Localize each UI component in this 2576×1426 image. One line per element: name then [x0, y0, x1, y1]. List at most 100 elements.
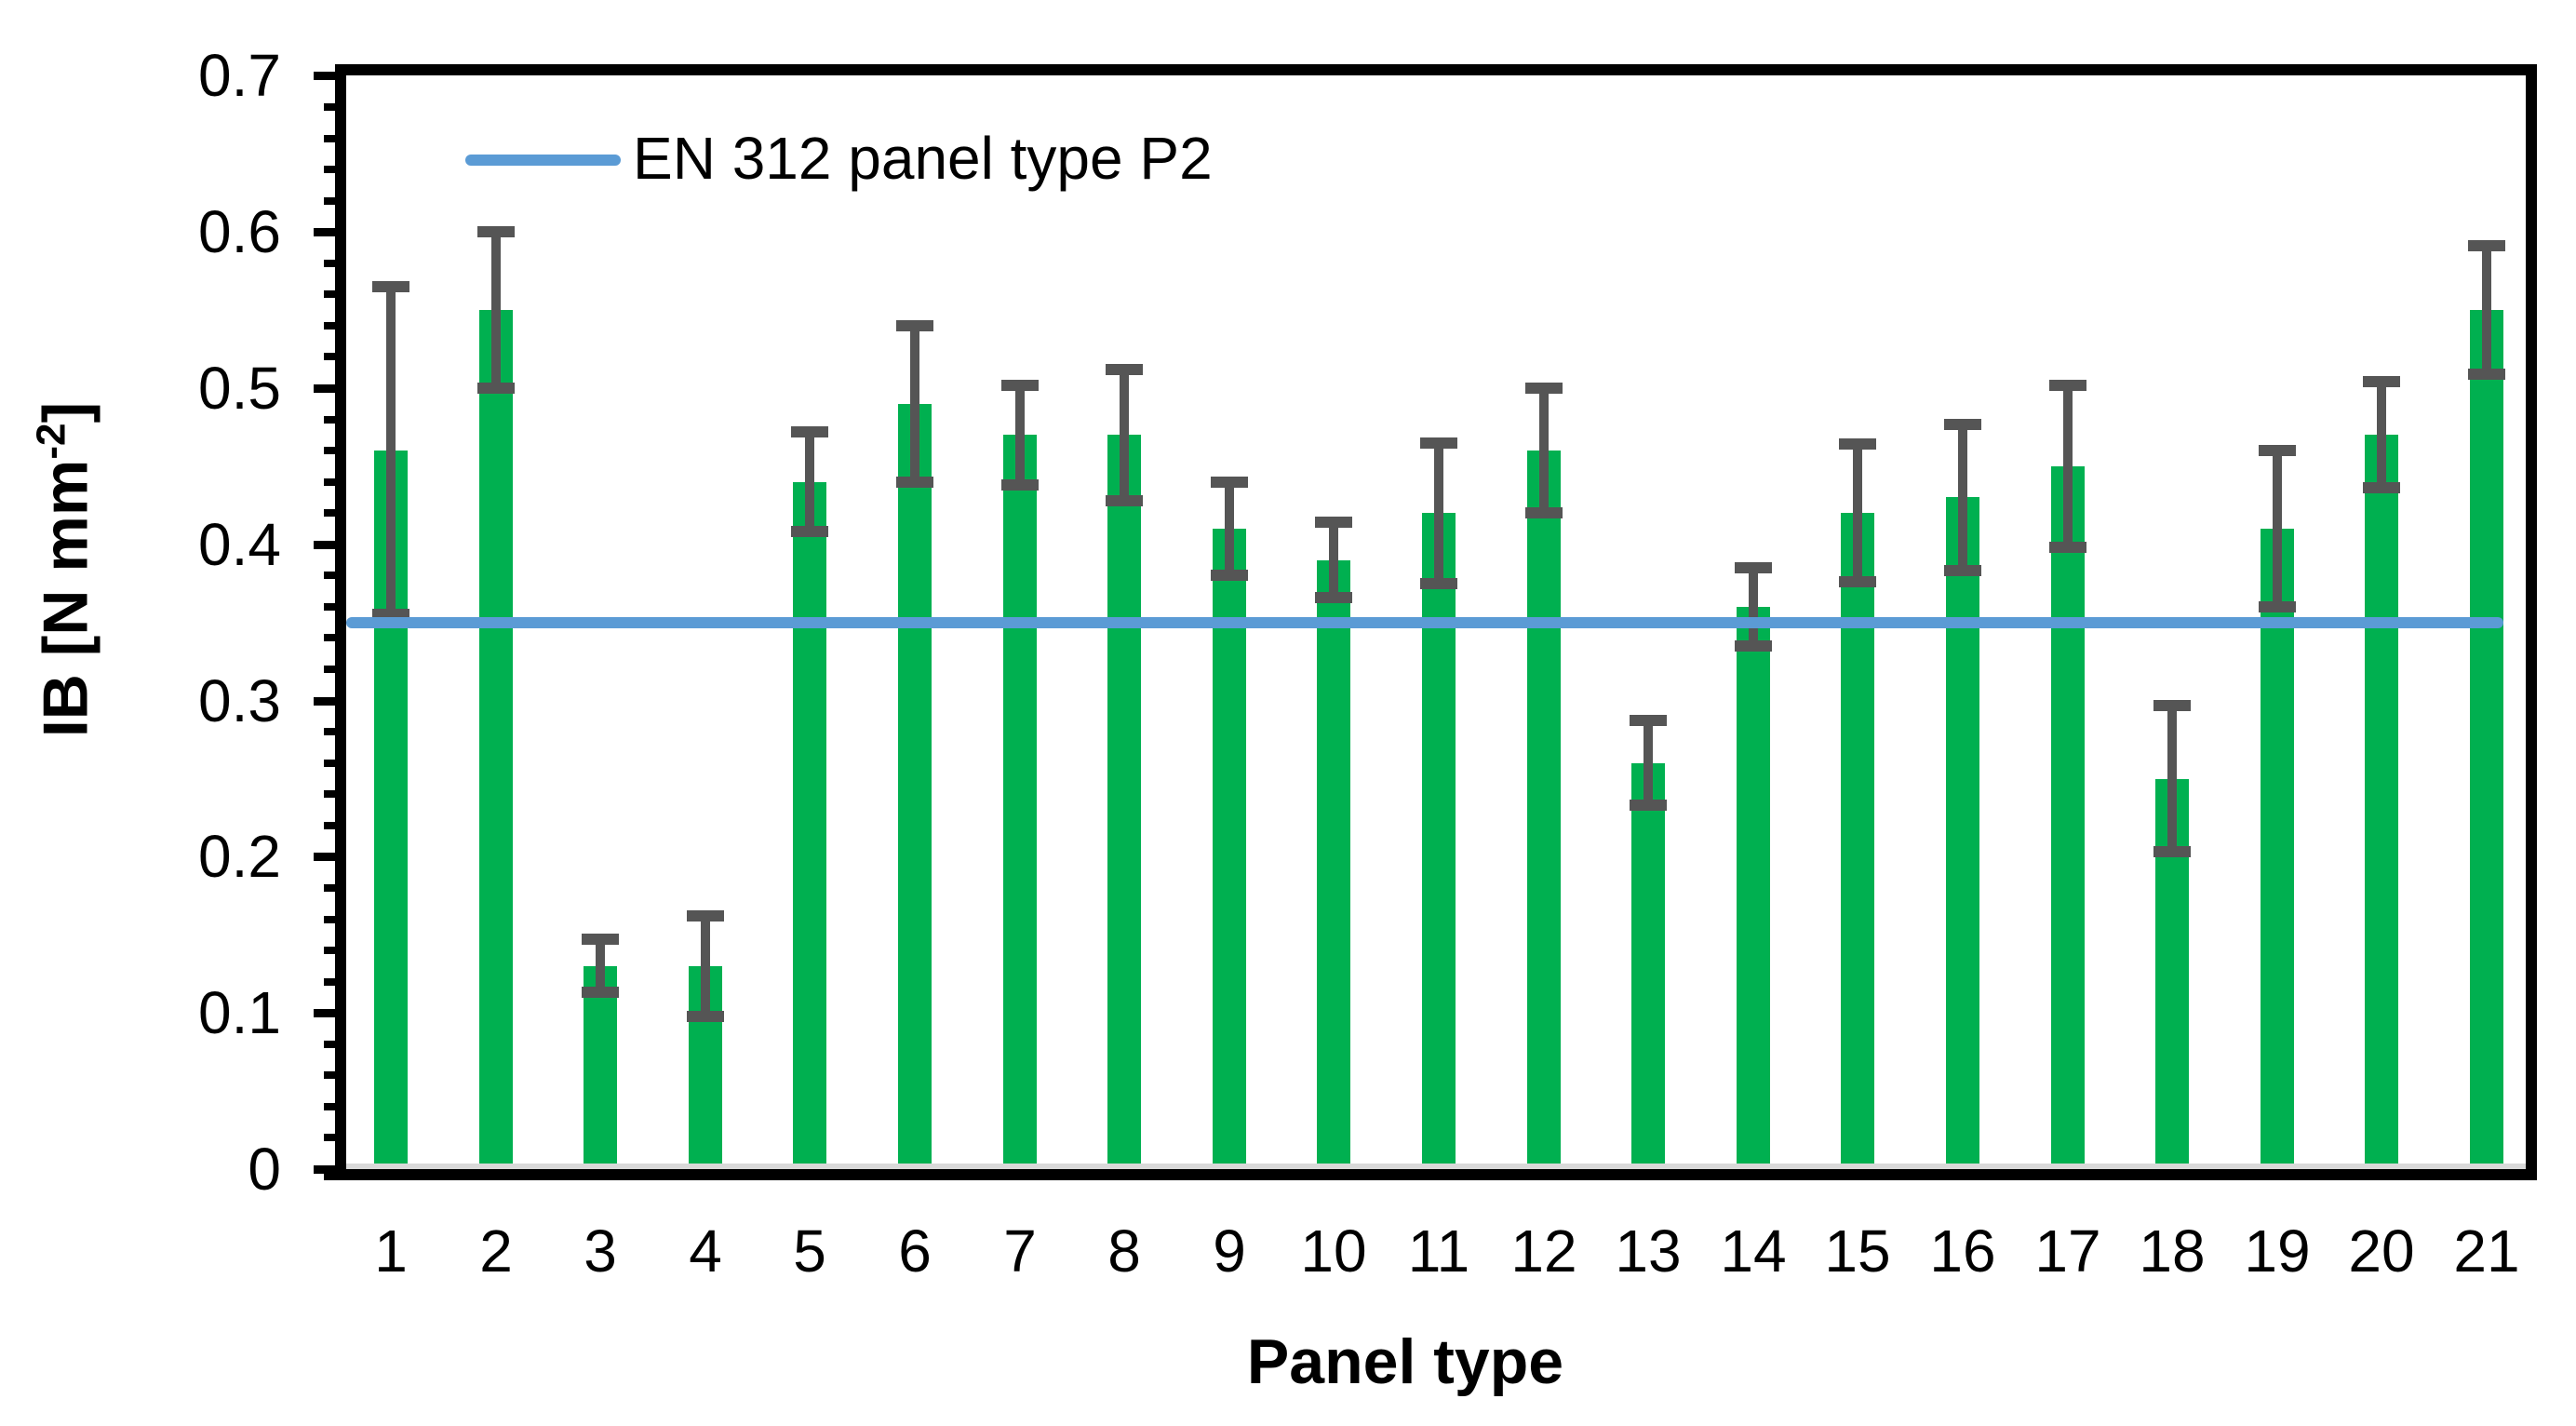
x-tick-label: 11	[1407, 1217, 1470, 1285]
bar-panel-21	[2470, 310, 2503, 1164]
y-minor-tick	[324, 290, 346, 298]
x-tick-label: 16	[1929, 1217, 1996, 1285]
error-bar-stem	[2482, 246, 2491, 374]
error-bar-cap-bottom	[1211, 570, 1248, 581]
plot-border-top	[335, 64, 2537, 75]
x-axis-title: Panel type	[1246, 1326, 1564, 1397]
y-minor-tick	[324, 978, 346, 986]
bar-panel-6	[898, 404, 932, 1164]
y-minor-tick	[324, 353, 346, 360]
y-minor-tick	[324, 416, 346, 424]
y-tick-label: 0.4	[198, 511, 281, 578]
error-bar-cap-top	[687, 910, 724, 922]
y-tick-label: 0.2	[198, 823, 281, 890]
x-tick-label: 5	[793, 1217, 826, 1285]
zero-baseline-strip	[346, 1164, 2526, 1170]
legend: EN 312 panel type P2	[465, 125, 1213, 192]
error-bar-stem	[2063, 385, 2073, 547]
x-tick-label: 13	[1615, 1217, 1682, 1285]
x-tick-label: 1	[374, 1217, 408, 1285]
y-tick-label: 0.1	[198, 979, 281, 1046]
y-minor-tick	[324, 666, 346, 673]
error-bar-stem	[1329, 522, 1338, 598]
x-tick-label: 3	[584, 1217, 617, 1285]
error-bar-cap-top	[1001, 380, 1039, 391]
error-bar-cap-top	[2468, 240, 2505, 251]
bar-panel-13	[1631, 763, 1665, 1164]
error-bar-cap-bottom	[896, 477, 933, 488]
x-tick-label: 18	[2139, 1217, 2206, 1285]
bar-panel-14	[1737, 607, 1770, 1164]
y-minor-tick	[324, 197, 346, 205]
error-bar-cap-top	[2259, 445, 2296, 456]
error-bar-stem	[1120, 370, 1129, 501]
y-major-tick	[314, 1165, 346, 1174]
error-bar-cap-top	[1839, 438, 1876, 450]
y-tick-label: 0	[248, 1136, 281, 1203]
y-minor-tick	[324, 728, 346, 735]
y-major-tick	[314, 72, 346, 80]
plot-border-left	[335, 64, 346, 1180]
error-bar-cap-top	[791, 426, 828, 437]
x-tick-label: 15	[1824, 1217, 1891, 1285]
x-tick-label: 17	[2034, 1217, 2101, 1285]
y-minor-tick	[324, 884, 346, 892]
x-tick-label: 20	[2348, 1217, 2415, 1285]
x-tick-label: 7	[1003, 1217, 1037, 1285]
y-minor-tick	[324, 260, 346, 267]
bar-panel-7	[1003, 435, 1037, 1164]
error-bar-cap-top	[1630, 715, 1667, 726]
error-bar-stem	[1853, 444, 1862, 582]
x-tick-label: 10	[1300, 1217, 1367, 1285]
bar-panel-5	[793, 482, 826, 1164]
y-minor-tick	[324, 322, 346, 330]
error-bar-stem	[1225, 482, 1234, 575]
y-axis-title-superscript: -2	[28, 423, 74, 460]
y-minor-tick	[324, 634, 346, 641]
error-bar-cap-bottom	[582, 987, 619, 998]
error-bar-cap-top	[372, 281, 409, 292]
error-bar-stem	[386, 287, 396, 614]
error-bar-cap-top	[2363, 376, 2400, 387]
error-bar-stem	[491, 232, 501, 388]
plot-border-right	[2526, 64, 2537, 1180]
error-bar-cap-bottom	[1106, 495, 1143, 506]
y-major-tick	[314, 853, 346, 861]
error-bar-cap-top	[1735, 562, 1772, 573]
reference-line	[346, 617, 2503, 628]
y-major-tick	[314, 541, 346, 549]
y-tick-label: 0.3	[198, 667, 281, 734]
y-minor-tick	[324, 916, 346, 923]
y-major-tick	[314, 697, 346, 706]
bar-panel-16	[1946, 497, 1979, 1164]
error-bar-cap-top	[1420, 437, 1457, 449]
y-minor-tick	[324, 1134, 346, 1141]
y-minor-tick	[324, 603, 346, 611]
bar-panel-3	[584, 966, 617, 1164]
y-minor-tick	[324, 509, 346, 517]
y-minor-tick	[324, 166, 346, 173]
y-tick-label: 0.6	[198, 198, 281, 265]
y-minor-tick	[324, 103, 346, 111]
bar-panel-20	[2365, 435, 2398, 1164]
error-bar-cap-bottom	[1001, 479, 1039, 491]
x-tick-label: 14	[1720, 1217, 1787, 1285]
error-bar-cap-bottom	[2259, 601, 2296, 612]
error-bar-cap-top	[1315, 517, 1352, 528]
error-bar-cap-top	[2049, 380, 2086, 391]
error-bar-stem	[701, 916, 710, 1016]
error-bar-cap-top	[1525, 383, 1563, 394]
bar-panel-17	[2051, 466, 2085, 1164]
error-bar-cap-bottom	[2153, 846, 2191, 857]
error-bar-cap-bottom	[1525, 507, 1563, 518]
x-tick-label: 2	[479, 1217, 513, 1285]
error-bar-cap-bottom	[687, 1011, 724, 1022]
bar-panel-2	[479, 310, 513, 1164]
x-tick-label: 12	[1510, 1217, 1577, 1285]
x-tick-label: 19	[2244, 1217, 2311, 1285]
bar-panel-11	[1422, 513, 1456, 1164]
error-bar-stem	[1434, 443, 1443, 584]
error-bar-stem	[596, 939, 605, 992]
y-minor-tick	[324, 478, 346, 486]
